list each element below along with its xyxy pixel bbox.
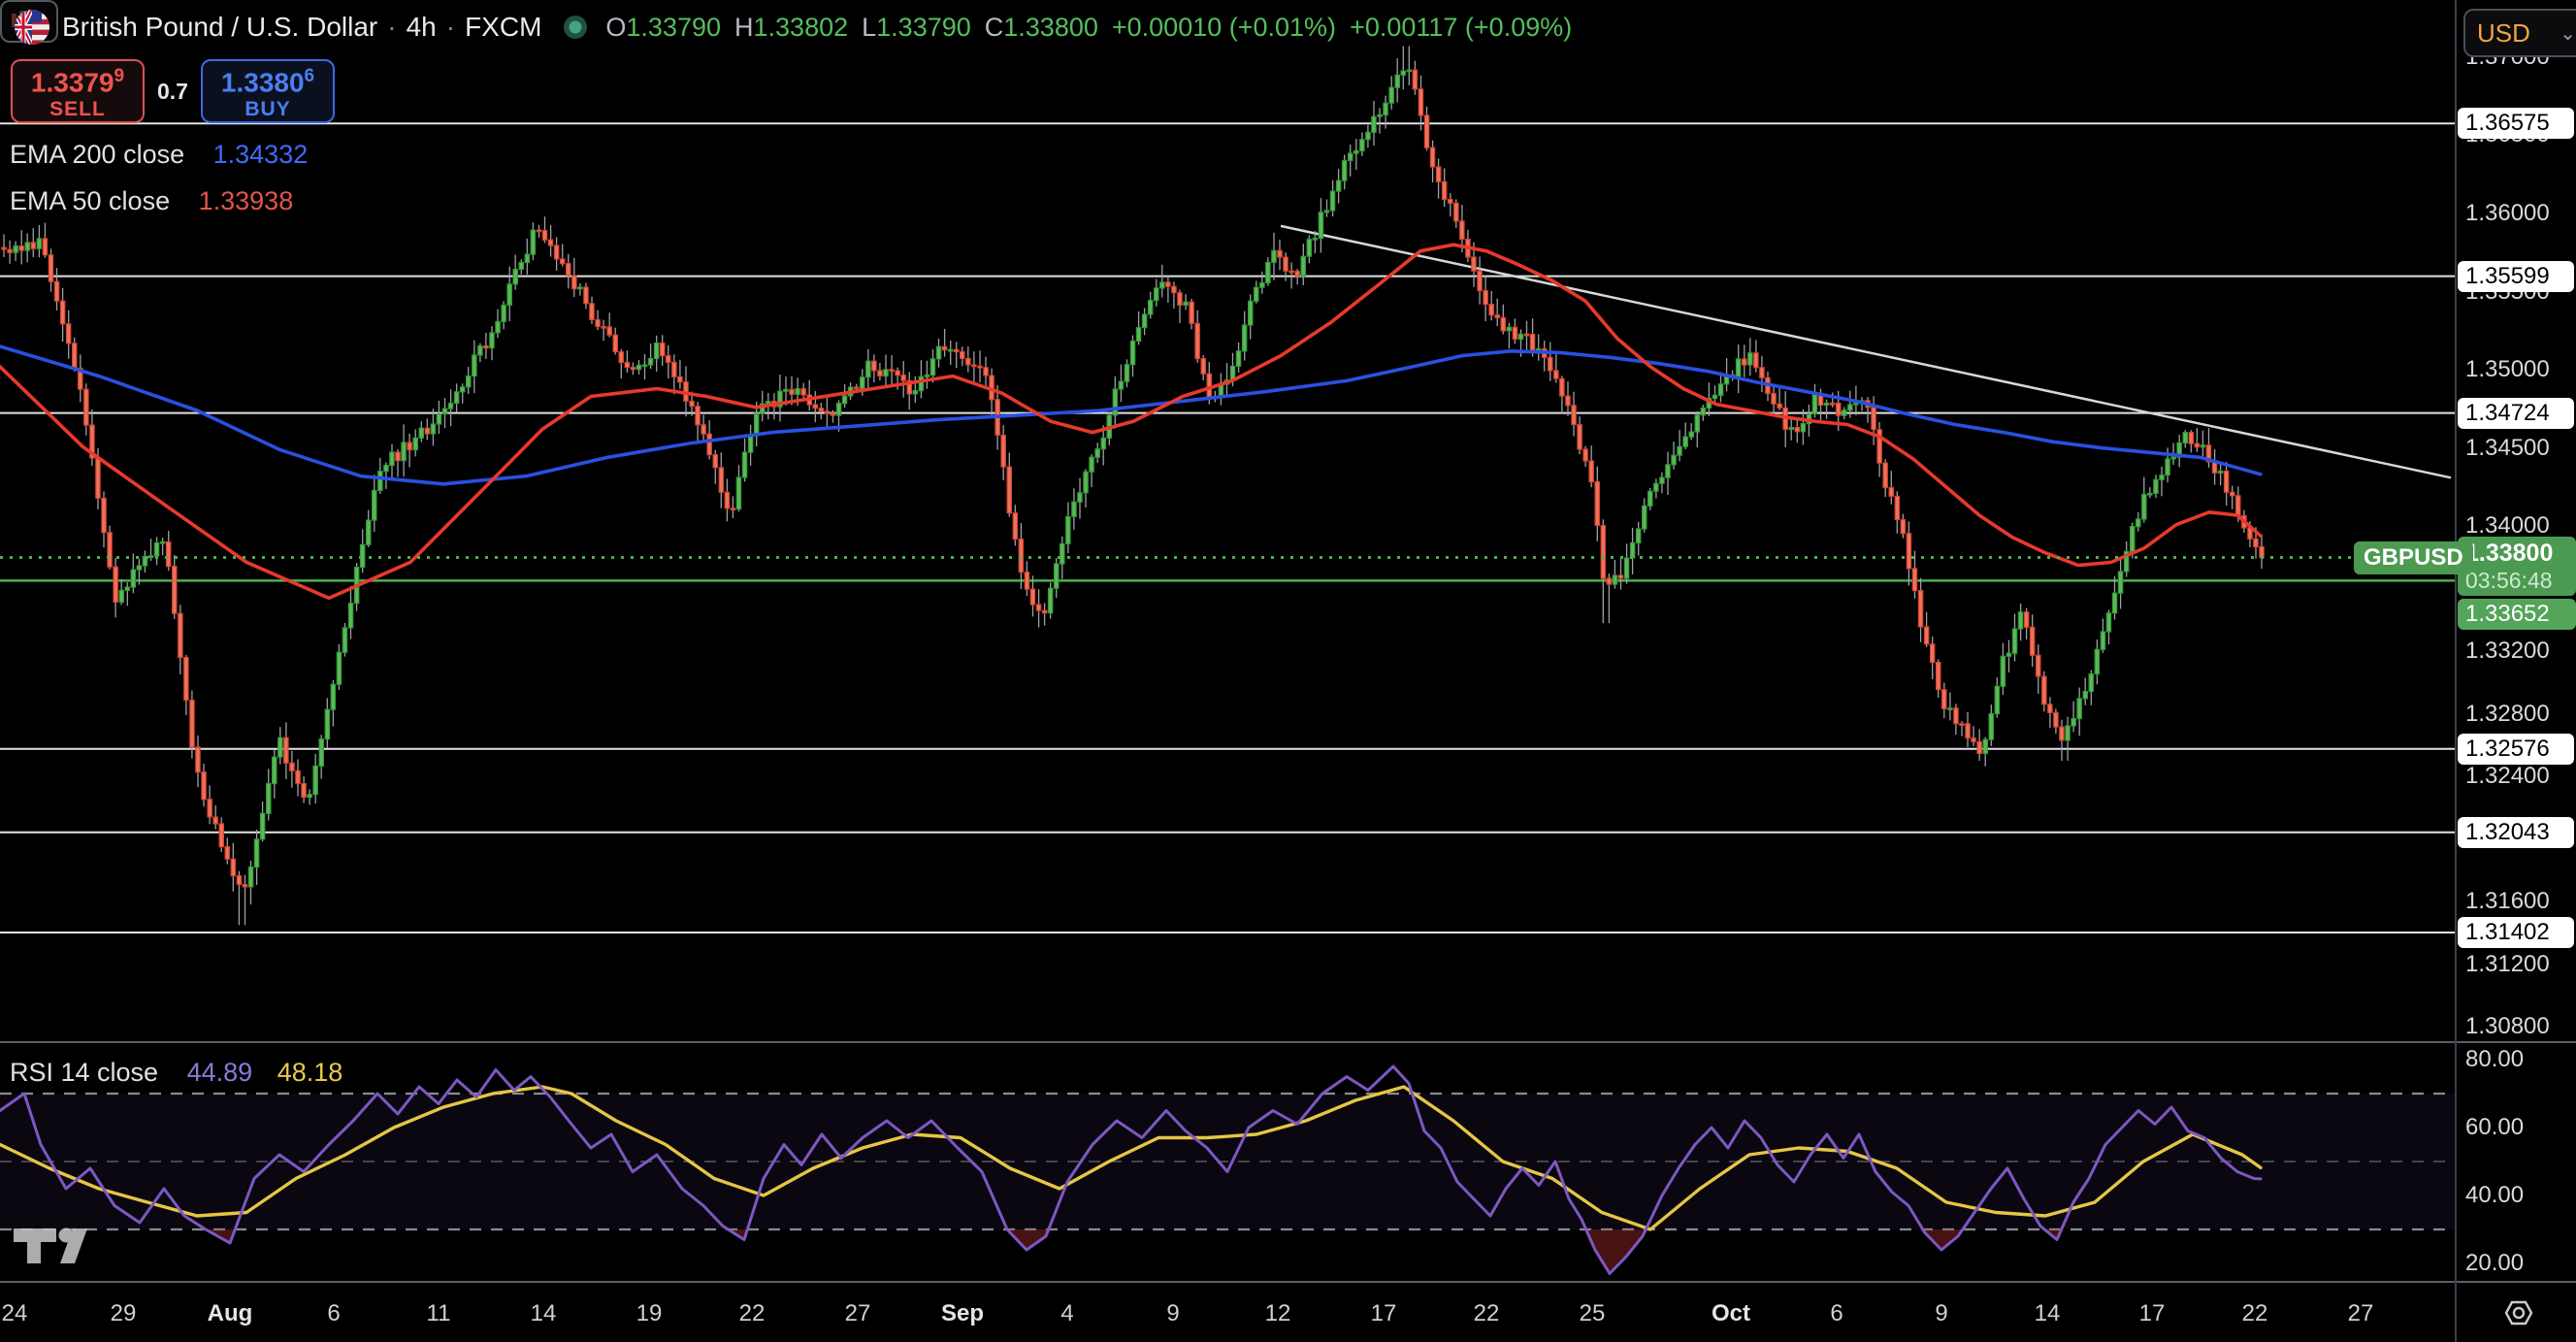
- ema200-value: 1.34332: [212, 140, 309, 169]
- rsi-tick: 20.00: [2465, 1250, 2525, 1276]
- symbol-price-line-tag[interactable]: GBPUSD: [2354, 540, 2473, 574]
- price-tick: 1.31600: [2465, 888, 2550, 915]
- rsi-value: 44.89: [186, 1058, 253, 1087]
- chart-header: British Pound / U.S. Dollar · 4h · FXCM O1.3…: [0, 0, 2455, 54]
- spread-value: 0.7: [157, 78, 188, 104]
- price-tick: 1.34000: [2465, 512, 2550, 540]
- bar-countdown: 03:56:48: [2465, 567, 2553, 593]
- price-tick: 1.33200: [2465, 638, 2550, 665]
- time-axis-label: 22: [2241, 1300, 2268, 1326]
- settings-gear-button[interactable]: [2499, 1294, 2538, 1331]
- rsi-tick: 60.00: [2465, 1114, 2525, 1140]
- rsi-tick: 40.00: [2465, 1182, 2525, 1208]
- price-level-label: 1.32576: [2458, 733, 2574, 765]
- green-level-label[interactable]: 1.33652: [2458, 598, 2576, 630]
- price-change-extended: +0.00117 (+0.09%): [1350, 12, 1573, 42]
- price-tick: 1.36000: [2465, 200, 2550, 226]
- time-axis-label: 14: [2034, 1300, 2061, 1326]
- tradingview-logo[interactable]: [12, 1225, 91, 1265]
- symbol-title[interactable]: British Pound / U.S. Dollar · 4h · FXCM: [62, 12, 542, 42]
- price-tick: 1.32400: [2465, 763, 2550, 790]
- chart-panes[interactable]: [0, 0, 2455, 1281]
- market-open-dot-icon[interactable]: [563, 15, 588, 40]
- time-axis-label: 17: [1370, 1300, 1397, 1326]
- time-axis-label: 6: [327, 1300, 341, 1326]
- pane-divider-axis: [0, 1281, 2576, 1283]
- ema50-value: 1.33938: [198, 186, 294, 215]
- price-change: +0.00010 (+0.01%): [1111, 12, 1337, 42]
- price-level-label: 1.35599: [2458, 260, 2574, 292]
- time-axis-label: 9: [1166, 1300, 1180, 1326]
- price-tick: 1.34500: [2465, 434, 2550, 461]
- chevron-down-icon: ⌄: [2560, 22, 2576, 45]
- time-axis-label: 19: [636, 1300, 663, 1326]
- rsi-ma-value: 48.18: [277, 1058, 343, 1087]
- price-tick: 1.30800: [2465, 1013, 2550, 1039]
- time-axis-label: Aug: [207, 1300, 253, 1326]
- price-tick: 1.31200: [2465, 950, 2550, 977]
- gear-icon: [2504, 1300, 2533, 1326]
- time-axis-label: 22: [738, 1300, 766, 1326]
- price-level-label: 1.36575: [2458, 108, 2574, 140]
- price-tick: 1.35000: [2465, 356, 2550, 383]
- time-axis-label: 25: [1579, 1300, 1606, 1326]
- time-axis-label: 27: [844, 1300, 871, 1326]
- ohlc-readout: O1.33790 H1.33802 L1.33790 C1.33800: [605, 12, 1098, 42]
- price-level-label: 1.32043: [2458, 816, 2574, 848]
- sell-button[interactable]: 1.33799 SELL: [11, 59, 145, 123]
- time-axis-label: 29: [110, 1300, 137, 1326]
- price-level-label: 1.31402: [2458, 917, 2574, 948]
- trade-panel: 1.33799 SELL 0.7 1.33806 BUY: [11, 59, 335, 123]
- time-axis-label: 14: [530, 1300, 557, 1326]
- price-scale-border: [2455, 0, 2457, 1342]
- exchange-value: FXCM: [465, 12, 542, 42]
- time-axis-label: 12: [1264, 1300, 1291, 1326]
- interval-value: 4h: [406, 12, 437, 42]
- buy-button[interactable]: 1.33806 BUY: [201, 59, 335, 123]
- price-scale[interactable]: USD ⌄ 1.370001.365001.360001.355001.3500…: [2456, 0, 2576, 1281]
- time-axis-label: 22: [1473, 1300, 1500, 1326]
- pane-divider-main-rsi[interactable]: [0, 1041, 2576, 1043]
- time-axis-label: 6: [1830, 1300, 1843, 1326]
- rsi-legend[interactable]: RSI 14 close 44.89 48.18: [10, 1058, 343, 1087]
- time-axis-label: 9: [1935, 1300, 1948, 1326]
- time-axis-label: 4: [1060, 1300, 1074, 1326]
- time-axis-label: 17: [2138, 1300, 2166, 1326]
- price-level-label: 1.34724: [2458, 397, 2574, 429]
- ema200-legend[interactable]: EMA 200 close 1.34332: [10, 140, 309, 169]
- ema50-legend[interactable]: EMA 50 close 1.33938: [10, 186, 294, 215]
- current-price-label[interactable]: 1.33800 03:56:48: [2458, 536, 2576, 596]
- time-axis-label: 24: [1, 1300, 28, 1326]
- price-tick: 1.32800: [2465, 700, 2550, 727]
- rsi-tick: 80.00: [2465, 1046, 2525, 1072]
- time-axis-label: Oct: [1711, 1300, 1751, 1326]
- currency-toggle-button[interactable]: USD ⌄: [2463, 9, 2576, 57]
- time-axis[interactable]: 24 29 Aug 6 11 14 19 22 27 Sep 4 9 12 17 22 25 Oct 6 9 14 17…: [0, 1283, 2576, 1342]
- gbpusd-flag-icon: [15, 10, 49, 45]
- time-axis-label: 11: [426, 1300, 451, 1326]
- time-axis-label: Sep: [940, 1300, 985, 1326]
- time-axis-label: 27: [2347, 1300, 2374, 1326]
